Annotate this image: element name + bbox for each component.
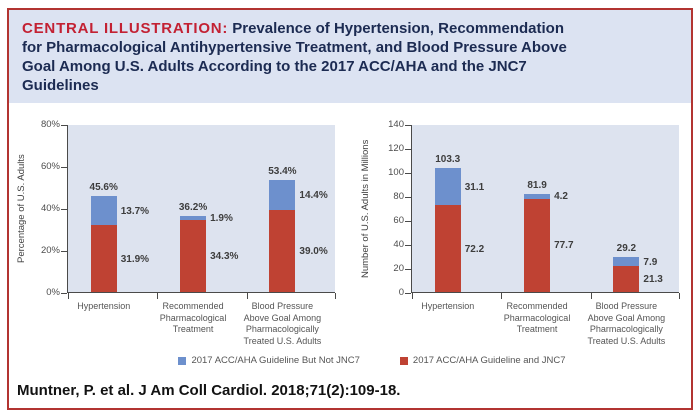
title-text: Prevalence of Hypertension, Recommendati… xyxy=(22,20,567,94)
y-tick-mark xyxy=(61,166,67,168)
bar-value-label-blue: 31.1 xyxy=(464,181,485,193)
figure-title: CENTRAL ILLUSTRATION: Prevalence of Hyper… xyxy=(9,10,691,103)
bar-segment-acc-aha-not-jnc7 xyxy=(524,193,551,199)
x-tick-mark xyxy=(679,293,680,299)
bar-segment-acc-aha-and-jnc7 xyxy=(90,225,117,292)
x-tick-mark xyxy=(335,293,336,299)
y-tick-label: 80% xyxy=(40,119,60,130)
title-prefix: CENTRAL ILLUSTRATION: xyxy=(22,20,229,37)
x-tick-mark xyxy=(590,293,592,299)
y-tick-label: 40 xyxy=(393,239,404,250)
bar-segment-acc-aha-not-jnc7 xyxy=(90,196,117,226)
x-tick-mark xyxy=(412,293,413,299)
bar-value-label-blue: 13.7% xyxy=(120,205,150,217)
x-tick-mark xyxy=(68,293,69,299)
bar-total-label: 103.3 xyxy=(435,154,461,166)
bar-total-label: 81.9 xyxy=(527,179,547,191)
y-tick-label: 100 xyxy=(388,167,404,178)
y-tick-mark xyxy=(405,292,411,294)
y-tick-mark xyxy=(61,124,67,126)
bar-value-label-red: 21.3 xyxy=(643,274,663,286)
legend-swatch-blue-icon xyxy=(178,356,187,365)
y-axis-title: Number of U.S. Adults in Millions xyxy=(360,139,371,279)
bar-value-label-blue: 7.9 xyxy=(643,256,658,268)
bar-value-label-red: 72.2 xyxy=(464,243,485,255)
bar-value-label-red: 31.9% xyxy=(120,253,150,265)
legend-swatch-red-icon xyxy=(399,356,408,365)
y-tick-mark xyxy=(405,124,411,126)
x-category-label: Blood Pressure Above Goal Among Pharmaco… xyxy=(587,301,666,346)
bar-segment-acc-aha-not-jnc7 xyxy=(434,168,461,206)
y-tick-mark xyxy=(61,292,67,294)
y-tick-mark xyxy=(405,244,411,246)
citation: Muntner, P. et al. J Am Coll Cardiol. 20… xyxy=(17,382,401,399)
plot-area: 0% 20% 40% 60% 80% 45.6% 13.7% 31.9% Hypertensio… xyxy=(41,119,336,346)
bar-segment-acc-aha-and-jnc7 xyxy=(269,210,296,292)
y-tick-label: 0% xyxy=(46,287,60,298)
legend-label: 2017 ACC/AHA Guideline and JNC7 xyxy=(412,355,566,366)
bar-segment-acc-aha-and-jnc7 xyxy=(434,205,461,292)
bar-total-label: 29.2 xyxy=(616,242,637,254)
bar-value-label-red: 34.3% xyxy=(210,250,239,262)
y-tick-mark xyxy=(61,208,67,210)
y-tick-label: 20 xyxy=(393,263,404,274)
x-tick-mark xyxy=(157,293,159,299)
bar-segment-acc-aha-not-jnc7 xyxy=(269,179,296,211)
bar-value-label-red: 77.7 xyxy=(554,240,574,252)
bar-value-label-red: 39.0% xyxy=(299,246,328,258)
bar-value-label-blue: 4.2 xyxy=(554,191,568,203)
x-category-label: Hypertension xyxy=(77,301,131,311)
bar-total-label: 36.2% xyxy=(178,201,208,213)
bar-segment-acc-aha-not-jnc7 xyxy=(180,216,207,220)
x-tick-mark xyxy=(246,293,248,299)
bar-total-label: 45.6% xyxy=(89,182,118,194)
legend-item-not-jnc7: 2017 ACC/AHA Guideline But Not JNC7 xyxy=(178,355,360,366)
x-category-label: Blood Pressure Above Goal Among Pharmaco… xyxy=(243,301,322,346)
y-tick-label: 0 xyxy=(398,287,404,298)
y-tick-label: 60% xyxy=(40,161,60,172)
x-category-label: Hypertension xyxy=(421,301,475,311)
y-tick-mark xyxy=(405,196,411,198)
bar-value-label-blue: 14.4% xyxy=(299,189,328,201)
y-tick-mark xyxy=(405,220,411,222)
charts-row: Percentage of U.S. Adults 0% 20% 40% 60% 80%… xyxy=(9,103,691,346)
y-tick-label: 80 xyxy=(393,191,404,202)
y-tick-mark xyxy=(405,268,411,270)
y-tick-mark xyxy=(405,172,411,174)
y-tick-label: 60 xyxy=(393,215,404,226)
bar-segment-acc-aha-and-jnc7 xyxy=(613,266,640,292)
chart-legend: 2017 ACC/AHA Guideline But Not JNC7 2017… xyxy=(53,355,691,366)
bar-segment-acc-aha-and-jnc7 xyxy=(180,219,207,292)
plot-area: 0 20 40 60 80 100 120 140 103.3 31.1 72.2 Hypertens… xyxy=(388,119,680,346)
y-tick-label: 140 xyxy=(388,119,404,130)
bar-segment-acc-aha-not-jnc7 xyxy=(613,256,640,267)
x-category-label: Recommended Pharmacological Treatment xyxy=(159,301,227,334)
y-tick-label: 40% xyxy=(40,203,60,214)
legend-item-and-jnc7: 2017 ACC/AHA Guideline and JNC7 xyxy=(399,355,566,366)
y-axis-title: Percentage of U.S. Adults xyxy=(16,154,27,264)
x-tick-mark xyxy=(501,293,503,299)
y-tick-label: 120 xyxy=(388,143,404,154)
legend-label: 2017 ACC/AHA Guideline But Not JNC7 xyxy=(191,355,360,366)
bar-segment-acc-aha-and-jnc7 xyxy=(524,198,551,292)
chart-millions-us-adults: Number of U.S. Adults in Millions 0 20 40 6… xyxy=(359,119,680,346)
y-tick-mark xyxy=(61,250,67,252)
y-tick-mark xyxy=(405,148,411,150)
y-tick-label: 20% xyxy=(40,245,60,256)
x-category-label: Recommended Pharmacological Treatment xyxy=(503,301,571,334)
bar-total-label: 53.4% xyxy=(268,165,297,177)
chart-percentage-us-adults: Percentage of U.S. Adults 0% 20% 40% 60% 80%… xyxy=(15,119,336,346)
bar-value-label-blue: 1.9% xyxy=(210,212,233,224)
central-illustration-card: CENTRAL ILLUSTRATION: Prevalence of Hyper… xyxy=(7,8,693,410)
